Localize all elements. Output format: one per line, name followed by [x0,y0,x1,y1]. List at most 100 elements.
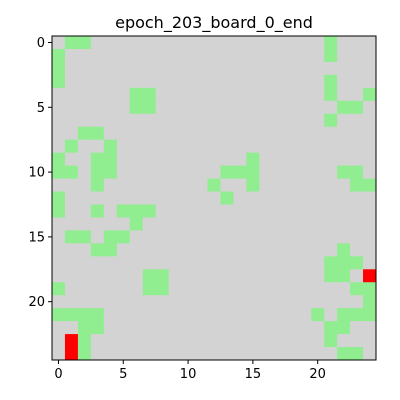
cell-empty [207,74,221,89]
cell-empty [259,230,273,244]
cell-empty [90,87,105,102]
cell-empty [363,230,377,244]
cell-empty [285,100,299,115]
heatmap-cells [52,36,377,361]
cell-green [90,165,105,179]
cell-empty [259,178,273,192]
cell-green [246,165,260,179]
cell-empty [363,334,377,348]
cell-empty [194,61,208,76]
cell-empty [207,230,221,244]
cell-empty [168,87,182,102]
cell-empty [220,48,234,63]
cell-empty [259,48,273,63]
cell-green [324,87,338,102]
cell-empty [272,178,286,192]
cell-empty [116,152,131,166]
cell-empty [155,48,170,63]
cell-empty [142,178,157,192]
cell-empty [246,217,260,231]
cell-empty [155,113,170,128]
cell-empty [181,334,195,348]
cell-empty [52,321,66,335]
cell-empty [142,165,157,179]
cell-empty [90,256,105,270]
cell-empty [116,165,131,179]
cell-red [64,347,79,361]
cell-empty [298,243,312,257]
cell-empty [181,100,195,115]
cell-empty [207,204,221,218]
cell-empty [64,204,79,218]
cell-empty [181,308,195,322]
cell-empty [337,113,351,128]
cell-empty [363,139,377,154]
cell-empty [194,308,208,322]
cell-empty [233,178,247,192]
cell-green [77,347,92,361]
cell-empty [285,191,299,205]
cell-empty [311,87,325,102]
cell-empty [337,217,351,231]
cell-empty [220,308,234,322]
cell-empty [220,295,234,309]
cell-empty [207,165,221,179]
cell-empty [350,269,364,283]
cell-empty [363,243,377,257]
cell-empty [194,204,208,218]
cell-empty [181,113,195,128]
cell-empty [103,308,118,322]
cell-empty [155,178,170,192]
cell-empty [220,347,234,361]
cell-green [337,243,351,257]
cell-empty [77,204,92,218]
cell-empty [207,321,221,335]
cell-empty [298,347,312,361]
cell-empty [129,321,144,335]
cell-empty [155,347,170,361]
cell-empty [181,295,195,309]
cell-empty [272,139,286,154]
cell-empty [324,191,338,205]
cell-empty [324,165,338,179]
cell-empty [90,113,105,128]
cell-green [350,165,364,179]
cell-empty [142,295,157,309]
cell-empty [194,74,208,89]
cell-empty [181,61,195,76]
cell-empty [103,113,118,128]
cell-empty [363,256,377,270]
cell-empty [77,48,92,63]
cell-green [324,36,338,50]
cell-empty [246,347,260,361]
cell-empty [103,256,118,270]
cell-empty [142,113,157,128]
cell-green [350,282,364,296]
cell-green [77,36,92,50]
cell-green [116,204,131,218]
cell-green [129,204,144,218]
cell-empty [194,217,208,231]
cell-empty [324,217,338,231]
cell-empty [285,204,299,218]
cell-empty [155,100,170,115]
cell-empty [129,152,144,166]
cell-empty [207,87,221,102]
cell-empty [77,74,92,89]
cell-empty [272,48,286,63]
cell-empty [207,48,221,63]
cell-empty [324,139,338,154]
cell-empty [246,100,260,115]
cell-empty [77,178,92,192]
cell-empty [168,282,182,296]
cell-empty [259,36,273,50]
cell-empty [194,152,208,166]
cell-green [77,334,92,348]
cell-empty [311,230,325,244]
cell-empty [116,48,131,63]
cell-empty [272,230,286,244]
cell-empty [350,48,364,63]
cell-empty [298,269,312,283]
cell-green [64,230,79,244]
cell-empty [259,204,273,218]
